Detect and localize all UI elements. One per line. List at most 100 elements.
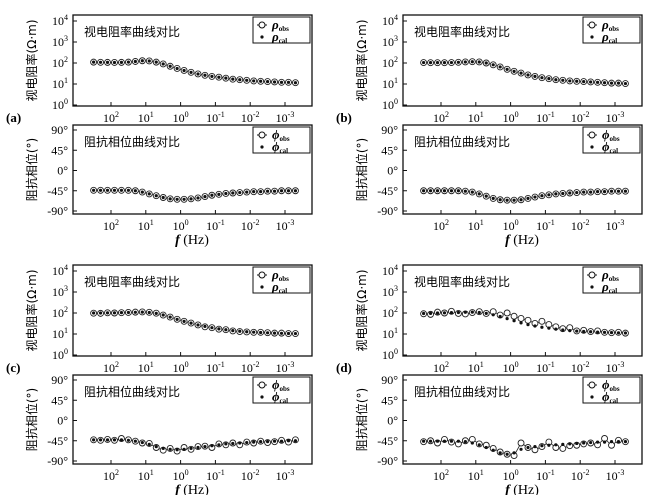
phi-cal-point	[505, 452, 509, 456]
phi-cal-point	[609, 189, 614, 193]
x-tick-label: 102	[433, 218, 449, 233]
legend-cal-marker	[590, 285, 594, 289]
phi-cal-point	[210, 193, 214, 197]
x-tick-label: 10-1	[536, 110, 555, 125]
phi-cal-point	[491, 196, 495, 200]
rho-cal-point	[582, 80, 586, 84]
rho-cal-point	[519, 71, 523, 75]
x-tick-label: 10-2	[241, 110, 260, 125]
x-axis-label: f (Hz)	[505, 233, 539, 248]
phi-cal-point	[596, 440, 600, 444]
legend-obs-marker	[588, 21, 596, 29]
rho-cal-point	[98, 311, 103, 315]
legend-box	[252, 16, 311, 44]
rho-cal-point	[279, 80, 284, 84]
rho-cal-point	[161, 313, 165, 317]
legend-phi-obs: ϕobs	[602, 127, 620, 143]
rho-cal-point	[196, 323, 200, 327]
legend-obs-marker	[258, 131, 266, 139]
phi-cal-point	[119, 438, 124, 442]
phi-cal-point	[272, 189, 277, 193]
legend-box	[252, 266, 311, 294]
rho-cal-point	[484, 61, 488, 65]
phi-cal-point	[470, 190, 474, 194]
phi-cal-point	[293, 189, 298, 193]
x-tick-label: 100	[503, 468, 519, 483]
phi-cal-point	[519, 447, 523, 451]
legend-rho-obs: ρobs	[271, 267, 289, 283]
rho-cal-point	[609, 81, 614, 85]
rho-cal-point	[112, 60, 117, 65]
phi-cal-point	[259, 190, 263, 194]
phi-cal-point	[98, 438, 103, 442]
rho-obs-point	[538, 317, 546, 325]
phi-cal-point	[505, 198, 509, 202]
x-tick-label: 10-2	[571, 218, 590, 233]
y-axis-label: 阻抗相位(°)	[24, 138, 39, 201]
resistivity-plot: 102 101 100 10-1 10-2 10-3 100 101 102 103 104 视电阻率…	[354, 13, 643, 125]
phi-cal-point	[231, 441, 235, 446]
rho-cal-point	[533, 324, 537, 328]
phi-cal-point	[126, 438, 130, 442]
rho-cal-point	[98, 60, 103, 64]
rho-cal-point	[484, 311, 488, 315]
rho-cal-point	[547, 326, 551, 330]
x-tick-label: 10-1	[206, 110, 225, 125]
legend-phi-cal: ϕcal	[602, 389, 618, 405]
plot-frame	[72, 14, 313, 107]
x-tick-label: 102	[103, 360, 119, 375]
x-tick-label: 10-2	[241, 468, 260, 483]
y-tick-label: 102	[382, 55, 398, 70]
phi-cal-point	[133, 189, 137, 193]
phi-cal-point	[547, 443, 551, 447]
plot-title: 视电阻率曲线对比	[84, 274, 180, 289]
plot-frame	[72, 264, 313, 357]
y-tick-label: -45°	[47, 434, 68, 448]
y-axis-label: 视电阻率(Ω·m)	[24, 269, 39, 351]
x-tick-label: 101	[138, 110, 154, 125]
phi-cal-point	[231, 191, 235, 195]
y-tick-label: 103	[52, 284, 68, 299]
phi-cal-point	[279, 439, 284, 443]
phi-cal-point	[582, 441, 586, 445]
y-axis-label: 阻抗相位(°)	[354, 138, 369, 201]
x-tick-label: 10-3	[276, 360, 295, 375]
y-tick-label: 100	[52, 97, 68, 112]
legend-phi-obs: ϕobs	[272, 377, 290, 393]
rho-cal-point	[505, 67, 509, 71]
phi-cal-point	[498, 198, 502, 202]
y-tick-label: 0°	[387, 414, 398, 428]
phi-cal-point	[175, 197, 179, 201]
phi-cal-point	[286, 189, 291, 193]
phi-cal-point	[252, 440, 256, 444]
y-axis-label: 阻抗相位(°)	[24, 388, 39, 451]
x-tick-label: 102	[433, 468, 449, 483]
rho-cal-point	[175, 317, 179, 321]
y-tick-label: 101	[52, 326, 68, 341]
phi-cal-point	[589, 440, 593, 445]
rho-cal-point	[92, 311, 96, 315]
phi-cal-point	[616, 189, 621, 193]
rho-cal-point	[435, 61, 440, 65]
phi-cal-point	[519, 198, 523, 202]
x-tick-label: 100	[173, 218, 189, 233]
plot-title: 阻抗相位曲线对比	[414, 384, 510, 399]
legend-cal-marker	[260, 395, 264, 399]
phi-cal-point	[182, 197, 186, 201]
rho-cal-point	[189, 321, 193, 325]
y-tick-label: 45°	[381, 393, 398, 407]
rho-cal-point	[442, 61, 447, 65]
rho-cal-point	[203, 73, 207, 77]
x-tick-label: 102	[103, 110, 119, 125]
phi-cal-point	[203, 445, 207, 449]
phi-cal-point	[554, 192, 558, 196]
y-axis-label: 视电阻率(Ω·m)	[354, 269, 369, 351]
legend-cal-marker	[260, 285, 264, 289]
phi-cal-point	[119, 188, 124, 192]
x-tick-label: 10-1	[206, 218, 225, 233]
phi-cal-point	[245, 440, 249, 445]
phi-cal-point	[623, 440, 628, 444]
rho-cal-point	[154, 60, 158, 64]
